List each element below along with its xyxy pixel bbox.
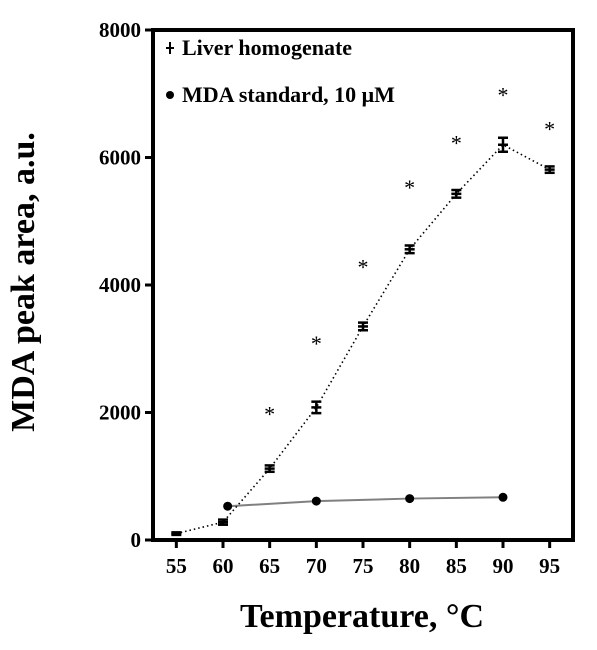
x-tick-label: 90 (493, 554, 514, 578)
y-tick-label: 0 (131, 528, 142, 552)
x-tick-label: 80 (399, 554, 420, 578)
x-tick-label: 70 (306, 554, 327, 578)
significance-star: * (451, 130, 462, 155)
significance-star: * (264, 401, 275, 426)
y-tick-label: 6000 (99, 146, 141, 170)
y-tick-label: 4000 (99, 273, 141, 297)
significance-star: * (404, 175, 415, 200)
legend-mda-marker (166, 91, 174, 99)
x-tick-label: 85 (446, 554, 467, 578)
series-group (171, 136, 555, 537)
legend: Liver homogenate MDA standard, 10 μM (166, 35, 395, 107)
x-tick-label: 95 (539, 554, 560, 578)
x-tick-label: 75 (353, 554, 374, 578)
significance-star: * (544, 116, 555, 141)
y-tick-label: 8000 (99, 18, 141, 42)
mda-standard-point (498, 492, 508, 502)
x-tick-label: 65 (259, 554, 280, 578)
significance-star: * (358, 255, 369, 280)
annotations-group: * * * * * * * (264, 83, 555, 427)
legend-liver-label: Liver homogenate (182, 35, 352, 60)
x-tick-label: 55 (166, 554, 187, 578)
significance-star: * (498, 83, 509, 108)
x-axis-title: Temperature, °C (240, 598, 484, 635)
mda-standard-point (405, 494, 415, 504)
mda-standard-point (223, 501, 233, 511)
y-axis-ticks: 0 2000 4000 6000 8000 (99, 18, 153, 552)
x-tick-label: 60 (213, 554, 234, 578)
mda-standard-point (311, 496, 321, 506)
y-tick-label: 2000 (99, 401, 141, 425)
mda-standard-line (227, 496, 504, 508)
legend-mda-label: MDA standard, 10 μM (182, 82, 395, 107)
liver-homogenate-line (176, 143, 551, 535)
y-axis-title: MDA peak area, a.u. (5, 132, 42, 432)
x-axis-ticks: 55 60 65 70 75 80 85 90 95 (166, 540, 560, 578)
significance-star: * (311, 331, 322, 356)
